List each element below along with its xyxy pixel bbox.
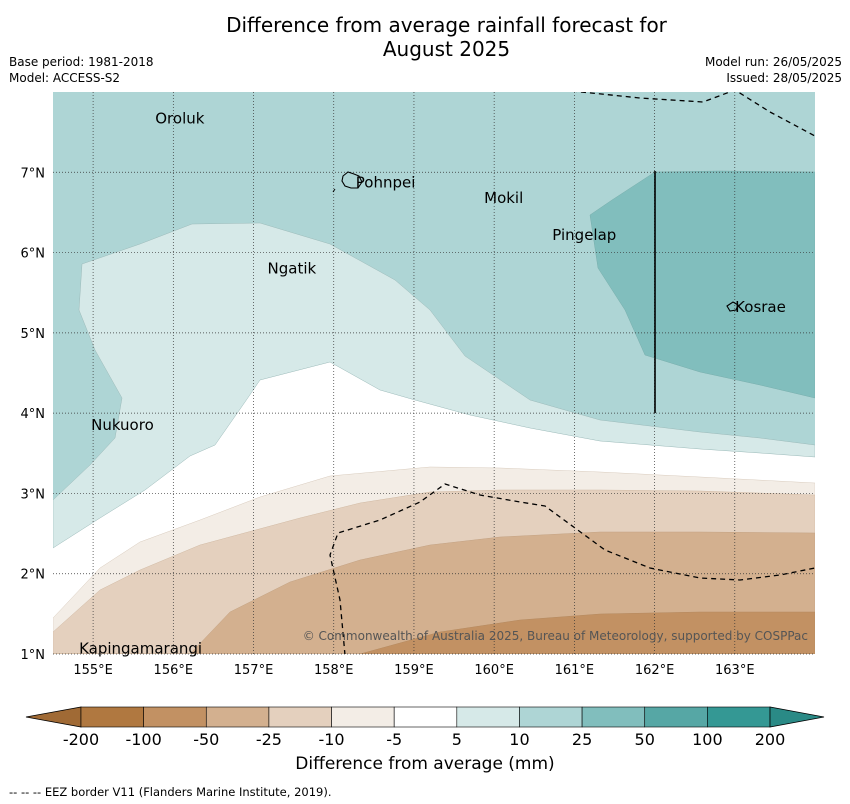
colorbar-extend-high (769, 706, 825, 728)
place-label: Mokil (484, 189, 523, 207)
title-line-2: August 2025 (382, 37, 511, 61)
colorbar-tick-label: -200 (63, 730, 99, 749)
lon-tick-label: 162°E (635, 663, 675, 678)
lat-tick-label: 4°N (21, 407, 46, 422)
base-period: Base period: 1981-2018 (9, 55, 154, 69)
colorbar-tick-label: -50 (193, 730, 219, 749)
place-labels: Oroluk Pohnpei Mokil Pingelap Ngatik Kosrae Nu… (79, 109, 786, 657)
place-label: Ngatik (268, 260, 317, 278)
lon-tick-label: 156°E (154, 663, 194, 678)
colorbar-tick-label: -10 (318, 730, 344, 749)
colorbar-segment (268, 706, 332, 728)
model-name: Model: ACCESS-S2 (9, 71, 121, 85)
title-line-1: Difference from average rainfall forecas… (226, 13, 667, 37)
colorbar-tick-label: -25 (256, 730, 282, 749)
model-run: Model run: 26/05/2025 (704, 55, 842, 69)
colorbar-segment (644, 706, 708, 728)
lon-tick-label: 159°E (394, 663, 434, 678)
eez-footnote: -- -- -- EEZ border V11 (Flanders Marine… (9, 785, 332, 799)
band-wet-5-10-tongue (53, 222, 815, 549)
colorbar-tick-label: 50 (635, 730, 655, 749)
lat-tick-label: 7°N (21, 166, 46, 181)
colorbar-tick-label: -5 (386, 730, 402, 749)
place-label: Pingelap (552, 226, 616, 244)
colorbar-segment (331, 706, 395, 728)
issued-date: Issued: 28/05/2025 (726, 71, 842, 85)
islet-icon (332, 188, 336, 193)
eez-border-south (329, 483, 815, 654)
colorbar-tick-label: 100 (692, 730, 723, 749)
colorbar-segment (393, 706, 458, 728)
colorbar-segment (707, 706, 771, 728)
map-grid (53, 92, 815, 655)
colorbar-segment (456, 706, 520, 728)
band-wet-25-50 (589, 170, 815, 399)
colorbar-label: Difference from average (mm) (295, 754, 555, 774)
meta-right: Model run: 26/05/2025 Issued: 28/05/2025 (705, 54, 842, 86)
colorbar-tick-label: 5 (452, 730, 462, 749)
lon-tick-label: 157°E (234, 663, 274, 678)
lon-tick-label: 155°E (73, 663, 113, 678)
colorbar-extend-low (25, 706, 82, 728)
lat-tick-label: 3°N (21, 487, 46, 502)
meta-left: Base period: 1981-2018 Model: ACCESS-S2 (9, 54, 154, 86)
colorbar-tick-label: 25 (572, 730, 592, 749)
lon-tick-label: 158°E (314, 663, 354, 678)
place-label: Pohnpei (356, 174, 416, 192)
place-label: Kosrae (735, 298, 786, 316)
lon-tick-label: 161°E (555, 663, 595, 678)
lat-tick-label: 5°N (21, 327, 46, 342)
lon-tick-label: 163°E (715, 663, 755, 678)
copyright-text: © Commonwealth of Australia 2025, Bureau… (303, 629, 808, 643)
map: Oroluk Pohnpei Mokil Pingelap Ngatik Kosrae Nu… (21, 92, 815, 678)
lat-tick-label: 2°N (21, 568, 46, 583)
colorbar-tick-label: 10 (509, 730, 529, 749)
rainfall-field (53, 92, 815, 654)
lat-tick-label: 1°N (21, 648, 46, 663)
pohnpei-island-icon (341, 171, 363, 189)
eez-borders (329, 92, 815, 654)
colorbar-segment (519, 706, 583, 728)
kosrae-island-icon (726, 301, 739, 312)
colorbar-segment (80, 706, 144, 728)
lon-tick-label: 160°E (474, 663, 514, 678)
colorbar-tick-label: 200 (755, 730, 786, 749)
eez-border-north (575, 92, 815, 137)
colorbar-tick-label: -100 (125, 730, 161, 749)
place-label: Kapingamarangi (79, 639, 202, 657)
colorbar-segment (143, 706, 207, 728)
map-title: Difference from average rainfall forecas… (0, 13, 850, 61)
lat-tick-label: 6°N (21, 247, 46, 262)
colorbar-segment (205, 706, 270, 728)
place-label: Oroluk (155, 109, 204, 127)
colorbar-segment (581, 706, 646, 728)
place-label: Nukuoro (91, 416, 154, 434)
band-dry-50-100 (359, 611, 815, 654)
